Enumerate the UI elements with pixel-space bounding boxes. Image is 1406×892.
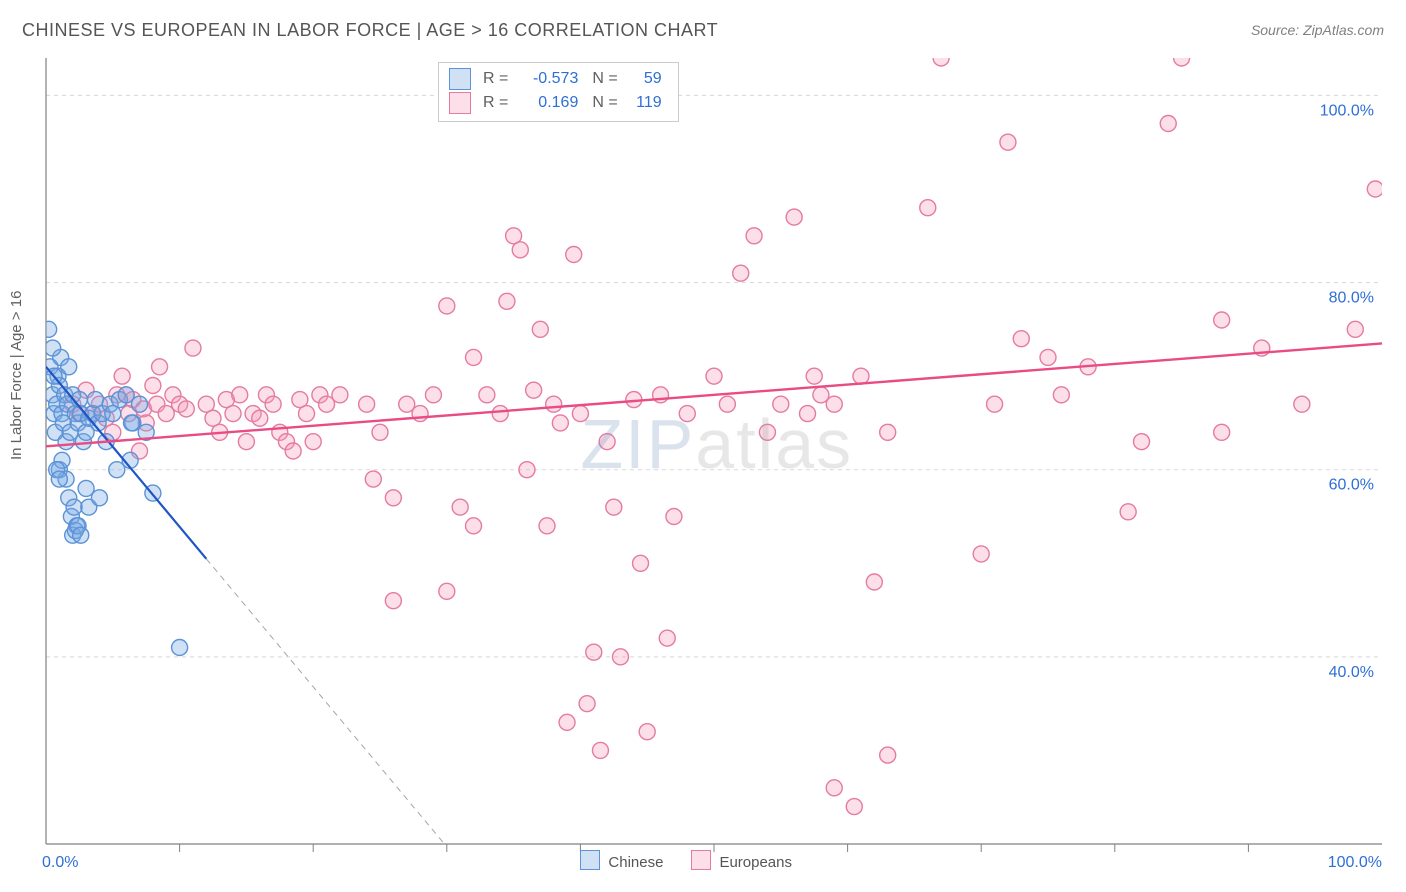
series-legend: Chinese Europeans — [580, 850, 792, 871]
swatch-icon — [691, 850, 711, 870]
legend-item-chinese: Chinese — [580, 850, 663, 871]
swatch-icon — [580, 850, 600, 870]
correlation-scatter-chart: 40.0% 60.0% 80.0% 100.0% — [0, 0, 1406, 892]
swatch-icon — [449, 92, 471, 114]
legend-item-europeans: Europeans — [691, 850, 792, 871]
svg-text:60.0%: 60.0% — [1329, 477, 1374, 494]
x-axis-max-label: 100.0% — [1328, 854, 1382, 872]
stats-row-europeans: R =0.169N =119 — [449, 91, 662, 115]
swatch-icon — [449, 68, 471, 90]
stats-row-chinese: R =-0.573N =59 — [449, 67, 662, 91]
stats-legend-box: R =-0.573N =59R =0.169N =119 — [438, 62, 679, 122]
svg-text:80.0%: 80.0% — [1329, 290, 1374, 307]
svg-text:100.0%: 100.0% — [1320, 102, 1374, 119]
svg-text:40.0%: 40.0% — [1329, 664, 1374, 681]
x-axis-min-label: 0.0% — [42, 854, 78, 872]
